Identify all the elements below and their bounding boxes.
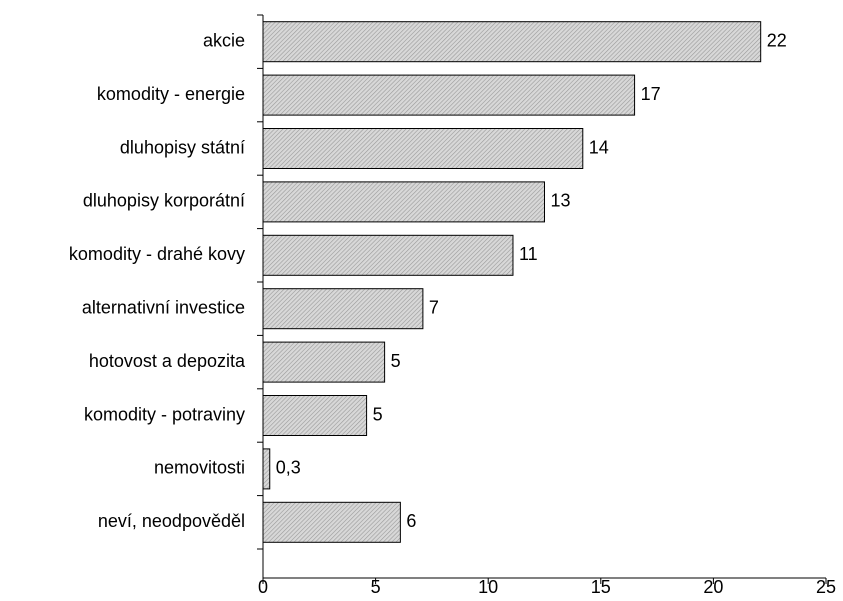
value-label: 11: [519, 244, 538, 264]
x-tick-label: 0: [258, 577, 268, 596]
x-tick-label: 5: [371, 577, 381, 596]
bar: [262, 341, 386, 383]
bar: [262, 74, 636, 116]
value-label: 5: [373, 404, 383, 424]
y-tick-label: dluhopisy korporátní: [83, 191, 245, 211]
bar: [262, 395, 368, 436]
x-tick-label: 20: [703, 577, 723, 596]
bar: [262, 501, 401, 543]
x-tick-label: 15: [591, 577, 611, 596]
bar: [262, 288, 424, 330]
y-tick-label: komodity - energie: [97, 84, 245, 104]
value-label: 13: [551, 191, 571, 211]
value-label: 0,3: [276, 458, 301, 478]
y-tick-label: alternativní investice: [82, 297, 245, 317]
value-label: 17: [641, 84, 661, 104]
value-label: 6: [406, 511, 416, 531]
y-tick-label: hotovost a depozita: [89, 351, 246, 371]
bar: [262, 234, 514, 276]
y-tick-label: neví, neodpověděl: [98, 511, 245, 531]
y-tick-label: akcie: [203, 30, 245, 50]
value-label: 5: [391, 351, 401, 371]
value-label: 22: [767, 30, 787, 50]
value-label: 7: [429, 297, 439, 317]
x-tick-label: 10: [478, 577, 498, 596]
y-tick-label: komodity - drahé kovy: [69, 244, 245, 264]
bar: [262, 448, 271, 490]
x-tick-label: 25: [816, 577, 836, 596]
bar: [262, 21, 762, 63]
bar: [262, 181, 545, 223]
value-label: 14: [589, 137, 609, 157]
y-tick-label: komodity - potraviny: [84, 404, 245, 424]
y-tick-label: dluhopisy státní: [120, 137, 245, 157]
bar: [262, 128, 584, 169]
y-tick-label: nemovitosti: [154, 458, 245, 478]
